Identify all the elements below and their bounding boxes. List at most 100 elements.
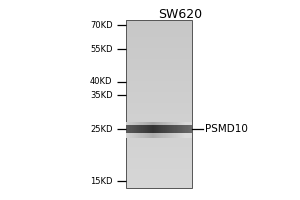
Bar <box>126 161 192 162</box>
Bar <box>174 122 175 125</box>
Bar <box>185 125 187 133</box>
Bar <box>126 24 192 25</box>
Bar <box>126 178 192 179</box>
Bar <box>137 122 138 125</box>
Bar <box>126 117 192 118</box>
Bar <box>126 177 192 178</box>
Bar <box>178 133 179 138</box>
Bar <box>126 183 192 184</box>
Bar <box>126 153 192 154</box>
Bar <box>151 133 152 138</box>
Bar <box>162 133 164 138</box>
Bar <box>126 86 192 87</box>
Bar <box>170 122 171 125</box>
Bar <box>126 107 192 108</box>
Bar <box>162 122 164 125</box>
Bar <box>126 80 192 81</box>
Bar <box>126 60 192 61</box>
Bar <box>140 125 141 133</box>
Bar <box>126 31 192 32</box>
Bar <box>126 34 192 35</box>
Bar <box>158 125 159 133</box>
Bar <box>126 174 192 175</box>
Bar <box>126 128 192 129</box>
Bar <box>154 125 156 133</box>
Text: 55KD: 55KD <box>90 45 112 54</box>
Bar <box>150 133 151 138</box>
Bar <box>126 125 127 133</box>
Bar <box>133 125 134 133</box>
Bar <box>126 92 192 93</box>
Bar <box>134 125 135 133</box>
Bar <box>188 125 189 133</box>
Bar <box>178 125 179 133</box>
Bar <box>172 133 173 138</box>
Bar <box>126 103 192 104</box>
Bar <box>181 125 182 133</box>
Bar <box>126 89 192 90</box>
Bar <box>179 133 180 138</box>
Bar <box>166 133 167 138</box>
Bar <box>182 122 183 125</box>
Bar <box>126 119 192 120</box>
Bar <box>126 140 192 141</box>
Bar <box>134 122 135 125</box>
Bar <box>126 120 192 121</box>
Bar <box>126 108 192 109</box>
Bar <box>126 171 192 172</box>
Bar <box>147 133 148 138</box>
Bar <box>145 133 146 138</box>
Bar <box>126 172 192 173</box>
Bar <box>135 133 136 138</box>
Bar <box>185 133 187 138</box>
Bar <box>126 109 192 110</box>
Bar <box>191 125 192 133</box>
Bar <box>126 122 127 125</box>
Bar <box>131 133 133 138</box>
Bar <box>126 93 192 94</box>
Bar <box>183 133 184 138</box>
Bar <box>126 38 192 39</box>
Bar <box>144 133 145 138</box>
Bar <box>126 129 192 130</box>
Bar <box>139 122 140 125</box>
Bar <box>154 122 156 125</box>
Bar <box>126 114 192 115</box>
Bar <box>126 44 192 45</box>
Bar <box>126 69 192 70</box>
Bar <box>126 130 192 131</box>
Bar <box>126 51 192 52</box>
Bar <box>187 133 188 138</box>
Bar <box>147 122 148 125</box>
Bar <box>174 133 175 138</box>
Bar <box>184 133 185 138</box>
Bar <box>191 133 192 138</box>
Bar <box>177 122 178 125</box>
Bar <box>184 122 185 125</box>
Bar <box>172 122 173 125</box>
Bar <box>126 127 192 128</box>
Bar <box>178 122 179 125</box>
Bar <box>152 122 154 125</box>
Bar <box>136 133 137 138</box>
Bar <box>126 160 192 161</box>
Text: 15KD: 15KD <box>90 176 112 186</box>
Bar <box>169 133 170 138</box>
Bar <box>148 125 149 133</box>
Bar <box>126 27 192 28</box>
Bar <box>157 125 158 133</box>
Bar <box>126 46 192 47</box>
Bar <box>126 57 192 58</box>
Bar <box>126 167 192 168</box>
Bar <box>126 184 192 185</box>
Bar <box>126 75 192 76</box>
Bar <box>126 49 192 50</box>
Bar <box>145 122 146 125</box>
Bar <box>126 170 192 171</box>
Text: 70KD: 70KD <box>90 21 112 29</box>
Bar <box>168 122 169 125</box>
Bar <box>126 72 192 73</box>
Bar <box>126 54 192 55</box>
Bar <box>126 41 192 42</box>
Bar <box>189 133 190 138</box>
